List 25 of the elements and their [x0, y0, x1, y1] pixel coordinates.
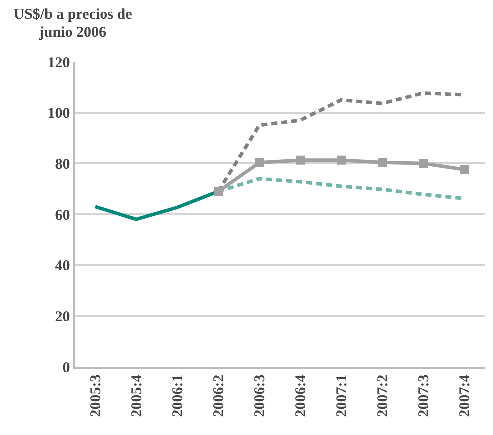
y-tick-label: 100 [48, 106, 70, 122]
x-tick-label: 2007:1 [334, 374, 350, 418]
point [214, 187, 223, 196]
y-tick-label: 40 [55, 258, 70, 275]
x-tick-label: 2006:1 [170, 374, 186, 418]
x-tick-label: 2006:4 [293, 374, 310, 418]
point [460, 165, 469, 174]
y-tick-label: 20 [55, 309, 70, 326]
y-tick-label: 60 [55, 208, 70, 224]
point [296, 156, 305, 165]
y-tick-label: 0 [62, 360, 70, 376]
y-tick-label: 80 [55, 156, 70, 173]
x-tick-label: 2007:4 [457, 374, 474, 418]
x-tick-label: 2007:2 [375, 374, 392, 418]
point [378, 158, 387, 168]
x-tick-label: 2007:3 [416, 374, 432, 418]
point [255, 158, 264, 168]
point [419, 159, 428, 168]
x-tick-label: 2006:2 [211, 374, 228, 418]
y-tick-label: 120 [48, 55, 70, 72]
x-tick-label: 2005:3 [88, 374, 104, 418]
x-tick-label: 2006:3 [252, 374, 268, 418]
y-axis-title: US$/b a precios de junio 2006 [12, 6, 134, 42]
point [337, 156, 346, 165]
x-tick-label: 2005:4 [129, 374, 146, 418]
